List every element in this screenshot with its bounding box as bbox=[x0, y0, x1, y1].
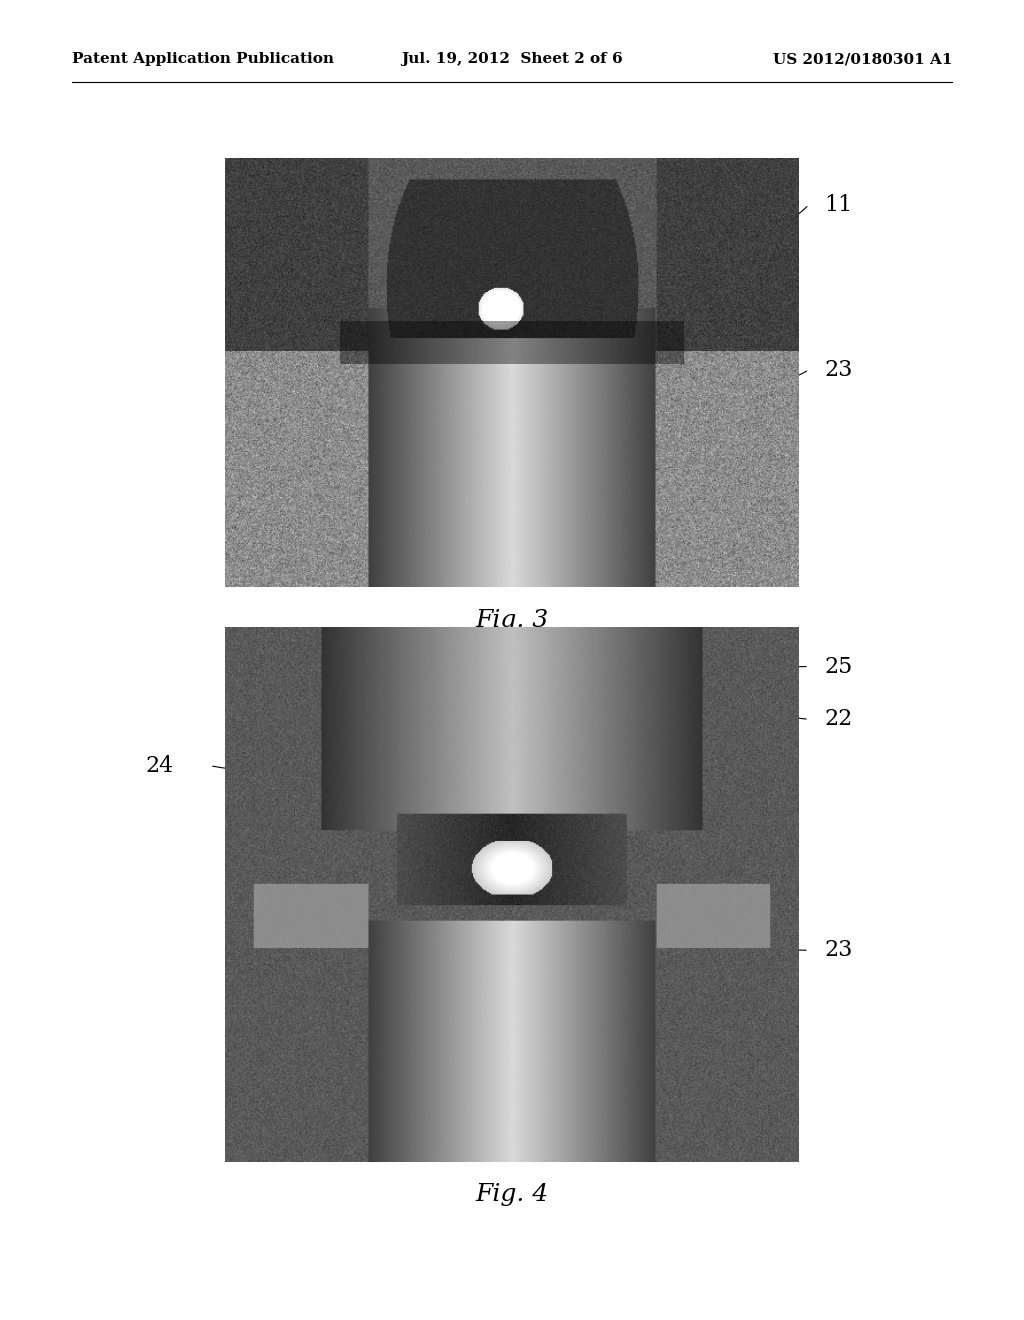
Text: 11: 11 bbox=[824, 194, 853, 215]
Text: 24: 24 bbox=[145, 755, 174, 776]
Text: 25: 25 bbox=[824, 656, 853, 677]
Text: Fig. 3: Fig. 3 bbox=[475, 609, 549, 632]
Text: Patent Application Publication: Patent Application Publication bbox=[72, 53, 334, 66]
Text: US 2012/0180301 A1: US 2012/0180301 A1 bbox=[773, 53, 952, 66]
Text: Jul. 19, 2012  Sheet 2 of 6: Jul. 19, 2012 Sheet 2 of 6 bbox=[401, 53, 623, 66]
Text: 22: 22 bbox=[824, 709, 853, 730]
Text: 23: 23 bbox=[824, 359, 853, 380]
Text: Fig. 4: Fig. 4 bbox=[475, 1183, 549, 1206]
Text: 23: 23 bbox=[824, 940, 853, 961]
